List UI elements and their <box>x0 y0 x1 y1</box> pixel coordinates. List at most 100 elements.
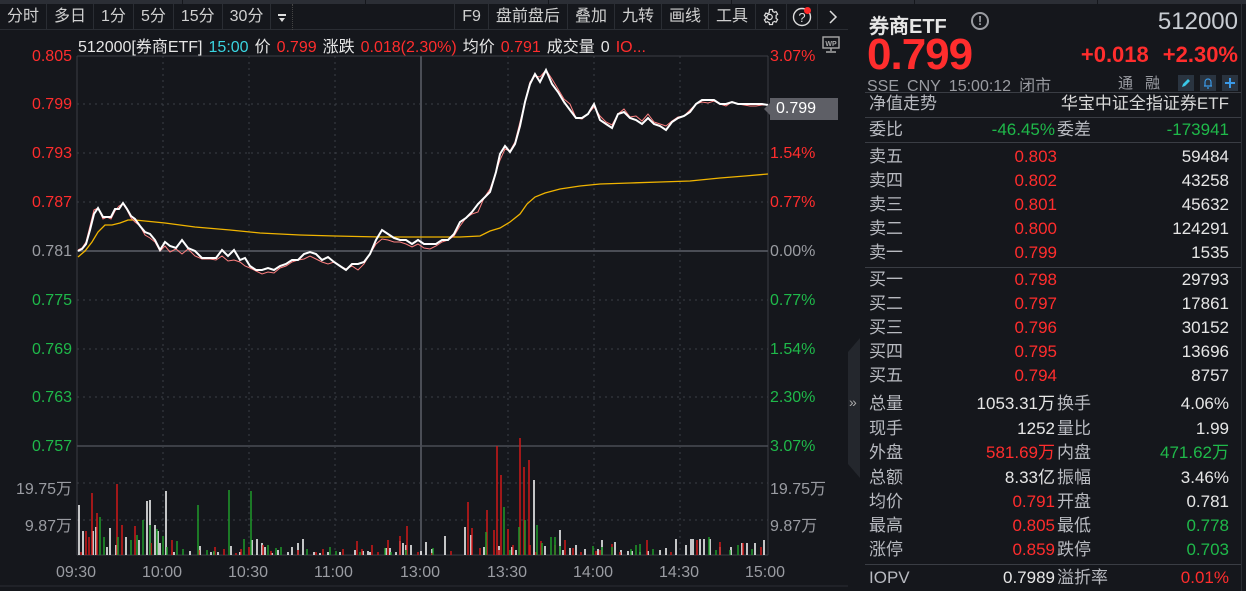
order-ratio-row: 委比 -46.45% 委差 -173941 <box>869 118 1235 142</box>
bid-row[interactable]: 买一 0.798 29793 <box>869 268 1235 292</box>
tools-button[interactable]: 工具 <box>707 4 755 30</box>
chevron-right-icon[interactable] <box>817 4 848 30</box>
ask-price: 0.801 <box>1014 195 1057 214</box>
ask-row[interactable]: 卖五 0.803 59484 <box>869 145 1235 169</box>
nine-turn-button[interactable]: 九转 <box>613 4 661 30</box>
tab-multi-day[interactable]: 多日 <box>47 3 95 30</box>
stat-label: 总量 <box>869 394 903 413</box>
stat-row: 外盘 581.69万 内盘 471.62万 <box>869 441 1235 465</box>
period-dropdown-icon[interactable] <box>271 3 294 30</box>
bid-row[interactable]: 买五 0.794 8757 <box>869 364 1235 388</box>
tab-15min[interactable]: 15分 <box>174 3 223 30</box>
bid-price: 0.797 <box>1014 294 1057 313</box>
security-code-name: 512000[券商ETF] <box>78 39 203 56</box>
ask-price: 0.803 <box>1014 147 1057 166</box>
price-chart-canvas[interactable] <box>0 4 848 591</box>
stat-label: 最高 <box>869 516 903 535</box>
avg-value: 0.791 <box>500 39 541 56</box>
bid-row[interactable]: 买四 0.795 13696 <box>869 340 1235 364</box>
draw-line-button[interactable]: 画线 <box>660 4 708 30</box>
stat-label: 最低 <box>1057 516 1091 535</box>
tab-5min[interactable]: 5分 <box>134 3 174 30</box>
security-code: 512000 <box>1157 8 1238 35</box>
tab-1min[interactable]: 1分 <box>94 3 134 30</box>
y-tick-right: 0.77% <box>770 194 816 211</box>
pencil-icon[interactable] <box>1178 74 1194 91</box>
ask-row[interactable]: 卖二 0.800 124291 <box>869 217 1235 241</box>
double-chevron-right-icon[interactable]: » <box>849 394 857 410</box>
premium-value: 0.01% <box>1180 568 1229 587</box>
notification-dot <box>804 7 811 14</box>
bid-label: 买三 <box>869 318 903 337</box>
stat-row: 均价 0.791 开盘 0.781 <box>869 490 1235 514</box>
volume-tick-right: 9.87万 <box>770 518 818 535</box>
stat-label: 外盘 <box>869 443 903 462</box>
x-tick: 10:30 <box>228 564 269 581</box>
stat-value: 0.859 <box>1012 540 1055 559</box>
iopv-value: 0.7989 <box>1003 568 1055 587</box>
gear-icon[interactable] <box>755 4 786 30</box>
y-tick-right: 1.54% <box>770 341 816 358</box>
premium-label: 溢折率 <box>1057 568 1108 587</box>
bid-row[interactable]: 买三 0.796 30152 <box>869 316 1235 340</box>
nav-trend-row[interactable]: 净值走势 华宝中证全指证券ETF <box>869 92 1235 116</box>
stat-label: 总额 <box>869 468 903 487</box>
y-tick-left: 0.775 <box>31 292 72 309</box>
ask-label: 卖三 <box>869 195 903 214</box>
stat-value: 4.06% <box>1180 394 1229 413</box>
market-status: 闭市 <box>1019 78 1052 95</box>
x-tick: 09:30 <box>56 564 97 581</box>
tab-30min[interactable]: 30分 <box>223 3 272 30</box>
price-change: +0.018 +2.30% <box>1081 42 1238 68</box>
stat-value: 1.99 <box>1195 419 1229 438</box>
f9-button[interactable]: F9 <box>454 4 488 30</box>
add-icon[interactable] <box>1222 74 1238 91</box>
quote-panel: 券商ETF ! 512000 0.799 +0.018 +2.30% SSE CNY… <box>861 4 1246 591</box>
y-tick-left: 0.799 <box>31 96 72 113</box>
bell-icon[interactable] <box>1200 74 1216 91</box>
bid-volume: 30152 <box>1181 318 1229 337</box>
x-tick: 14:30 <box>659 564 700 581</box>
info-icon[interactable]: ! <box>971 12 989 30</box>
stat-label: 内盘 <box>1057 443 1091 462</box>
y-tick-left: 0.757 <box>31 438 72 455</box>
y-tick-right: 0.77% <box>770 292 816 309</box>
volume-tick-left: 19.75万 <box>15 481 72 498</box>
overlay-button[interactable]: 叠加 <box>566 4 614 30</box>
security-name: 券商ETF <box>869 16 947 38</box>
stat-label: 涨停 <box>869 540 903 559</box>
volume-label: 成交量 <box>546 39 595 56</box>
bid-row[interactable]: 买二 0.797 17861 <box>869 292 1235 316</box>
bid-label: 买二 <box>869 294 903 313</box>
pre-post-market-button[interactable]: 盘前盘后 <box>487 4 567 30</box>
bid-label: 买一 <box>869 270 903 289</box>
volume-bars <box>78 438 765 555</box>
order-ratio-label: 委比 <box>869 120 903 139</box>
ask-volume: 59484 <box>1181 147 1229 166</box>
wp-monitor-icon[interactable]: WP <box>822 36 840 54</box>
y-tick-left: 0.805 <box>31 48 72 65</box>
iopv-row: IOPV 0.7989 溢折率 0.01% <box>869 566 1235 590</box>
stat-row: 现手 1252 量比 1.99 <box>869 417 1235 441</box>
panel-collapse-handle[interactable] <box>848 338 860 478</box>
y-tick-right: 0.00% <box>770 243 816 260</box>
nav-trend-link[interactable]: 净值走势 <box>869 94 937 113</box>
iopv-label: IOPV <box>869 568 910 587</box>
price-label: 价 <box>254 39 271 56</box>
x-tick: 14:00 <box>573 564 614 581</box>
stat-row: 最高 0.805 最低 0.778 <box>869 514 1235 538</box>
ask-row[interactable]: 卖一 0.799 1535 <box>869 241 1235 265</box>
ask-row[interactable]: 卖三 0.801 45632 <box>869 193 1235 217</box>
ask-row[interactable]: 卖四 0.802 43258 <box>869 169 1235 193</box>
tag-tong: 通 <box>1117 75 1133 92</box>
fund-full-name: 华宝中证全指证券ETF <box>1060 94 1229 113</box>
stat-row: 总额 8.33亿 振幅 3.46% <box>869 466 1235 490</box>
last-price: 0.799 <box>867 30 973 79</box>
y-tick-left: 0.763 <box>31 389 72 406</box>
stat-label: 开盘 <box>1057 492 1091 511</box>
stat-row: 总量 1053.31万 换手 4.06% <box>869 392 1235 416</box>
change-label: 涨跌 <box>322 39 355 56</box>
tab-intraday[interactable]: 分时 <box>0 3 48 30</box>
scrollbar[interactable] <box>1241 4 1246 591</box>
help-icon[interactable]: ? <box>786 4 817 30</box>
